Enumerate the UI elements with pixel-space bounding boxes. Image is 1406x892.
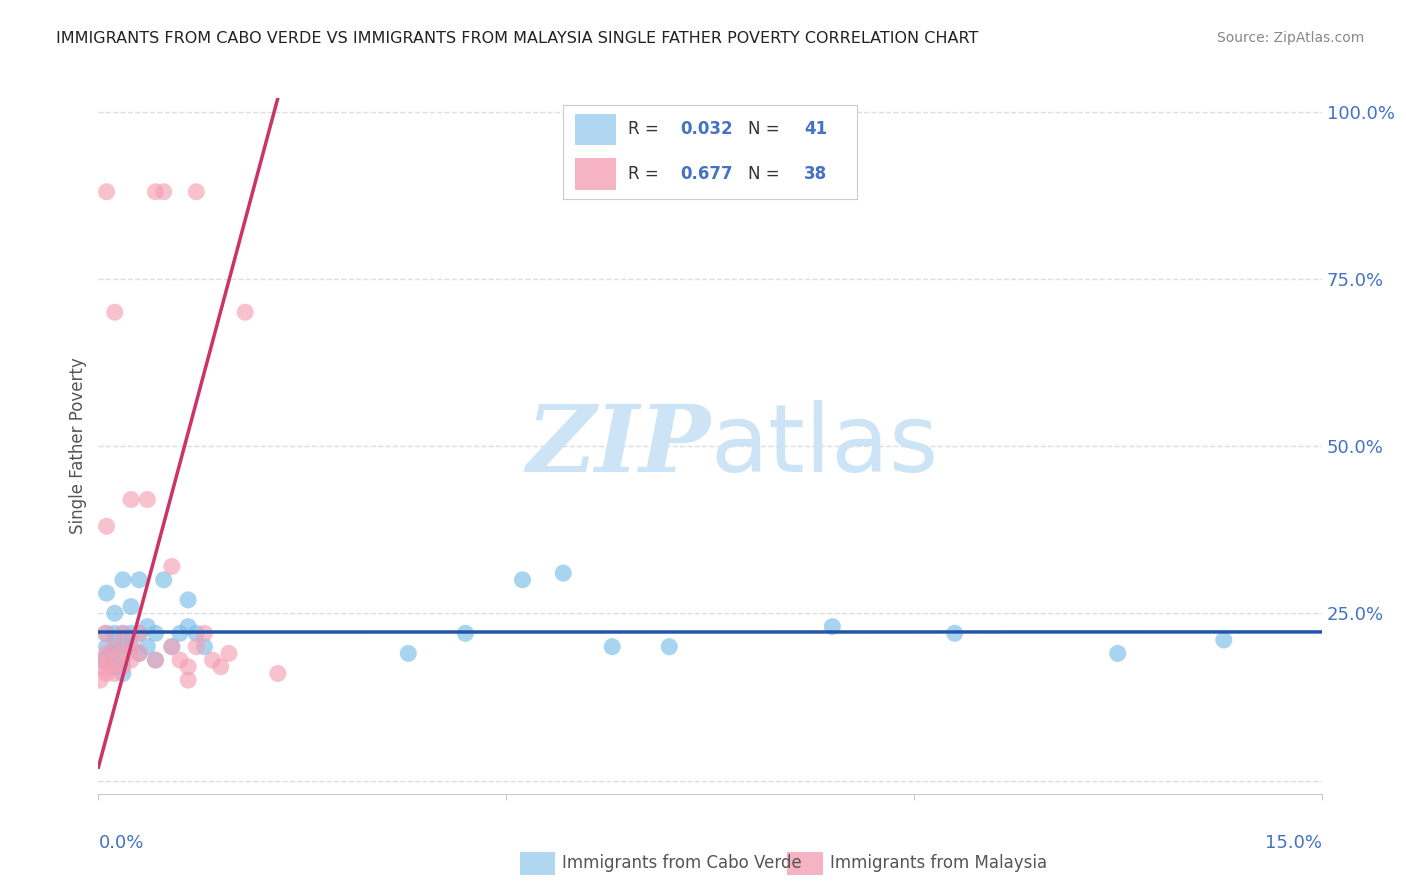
Point bbox=[96, 666, 118, 681]
Point bbox=[186, 640, 208, 654]
Point bbox=[111, 573, 134, 587]
Point bbox=[128, 646, 150, 660]
Point bbox=[145, 653, 167, 667]
Point bbox=[128, 573, 150, 587]
Point bbox=[177, 619, 200, 633]
Point bbox=[120, 492, 142, 507]
Point bbox=[128, 626, 150, 640]
Point bbox=[104, 653, 127, 667]
Point bbox=[169, 653, 191, 667]
Point bbox=[193, 640, 215, 654]
Point bbox=[152, 185, 174, 199]
Point bbox=[96, 646, 118, 660]
Point bbox=[120, 626, 142, 640]
Point bbox=[193, 626, 215, 640]
Point bbox=[104, 660, 127, 674]
Text: 0.0%: 0.0% bbox=[98, 834, 143, 852]
Point bbox=[120, 599, 142, 614]
Point bbox=[177, 660, 200, 674]
Point bbox=[186, 626, 208, 640]
Point bbox=[104, 666, 127, 681]
Point bbox=[169, 626, 191, 640]
Point bbox=[145, 653, 167, 667]
Point bbox=[145, 626, 167, 640]
Point bbox=[91, 653, 114, 667]
Point bbox=[111, 626, 134, 640]
Point bbox=[160, 559, 183, 574]
Point bbox=[267, 666, 290, 681]
Point bbox=[233, 305, 256, 319]
Point bbox=[100, 660, 122, 674]
Point bbox=[136, 640, 159, 654]
Text: Immigrants from Cabo Verde: Immigrants from Cabo Verde bbox=[562, 855, 803, 872]
Point bbox=[100, 646, 122, 660]
Point bbox=[96, 626, 118, 640]
Point bbox=[152, 573, 174, 587]
Point bbox=[160, 640, 183, 654]
Point bbox=[90, 660, 112, 674]
Point bbox=[454, 626, 477, 640]
Point bbox=[104, 626, 127, 640]
Point bbox=[136, 492, 159, 507]
Point bbox=[553, 566, 575, 581]
Point bbox=[111, 646, 134, 660]
Point bbox=[104, 640, 127, 654]
Point bbox=[94, 626, 117, 640]
Point bbox=[89, 673, 111, 688]
Point bbox=[1107, 646, 1129, 660]
Point bbox=[512, 573, 534, 587]
Text: atlas: atlas bbox=[710, 400, 938, 492]
Text: Immigrants from Malaysia: Immigrants from Malaysia bbox=[830, 855, 1046, 872]
Point bbox=[96, 185, 118, 199]
Point bbox=[396, 646, 419, 660]
Point bbox=[218, 646, 240, 660]
Text: 15.0%: 15.0% bbox=[1264, 834, 1322, 852]
Point bbox=[658, 640, 681, 654]
Point bbox=[104, 640, 127, 654]
Point bbox=[111, 666, 134, 681]
Point bbox=[160, 640, 183, 654]
Point bbox=[201, 653, 224, 667]
Y-axis label: Single Father Poverty: Single Father Poverty bbox=[69, 358, 87, 534]
Point bbox=[186, 185, 208, 199]
Text: ZIP: ZIP bbox=[526, 401, 710, 491]
Point bbox=[96, 586, 118, 600]
Point bbox=[600, 640, 623, 654]
Text: IMMIGRANTS FROM CABO VERDE VS IMMIGRANTS FROM MALAYSIA SINGLE FATHER POVERTY COR: IMMIGRANTS FROM CABO VERDE VS IMMIGRANTS… bbox=[56, 31, 979, 46]
Point bbox=[96, 640, 118, 654]
Point bbox=[943, 626, 966, 640]
Point bbox=[91, 653, 114, 667]
Point bbox=[120, 640, 142, 654]
Point bbox=[177, 673, 200, 688]
Text: Source: ZipAtlas.com: Source: ZipAtlas.com bbox=[1216, 31, 1364, 45]
Point bbox=[96, 519, 118, 533]
Point bbox=[111, 640, 134, 654]
Point bbox=[120, 653, 142, 667]
Point bbox=[111, 653, 134, 667]
Point bbox=[111, 660, 134, 674]
Point bbox=[145, 185, 167, 199]
Point bbox=[821, 619, 844, 633]
Point bbox=[128, 626, 150, 640]
Point bbox=[104, 305, 127, 319]
Point bbox=[128, 646, 150, 660]
Point bbox=[120, 640, 142, 654]
Point bbox=[104, 607, 127, 621]
Point bbox=[177, 592, 200, 607]
Point bbox=[1212, 633, 1234, 648]
Point bbox=[111, 626, 134, 640]
Point bbox=[136, 619, 159, 633]
Point bbox=[209, 660, 232, 674]
